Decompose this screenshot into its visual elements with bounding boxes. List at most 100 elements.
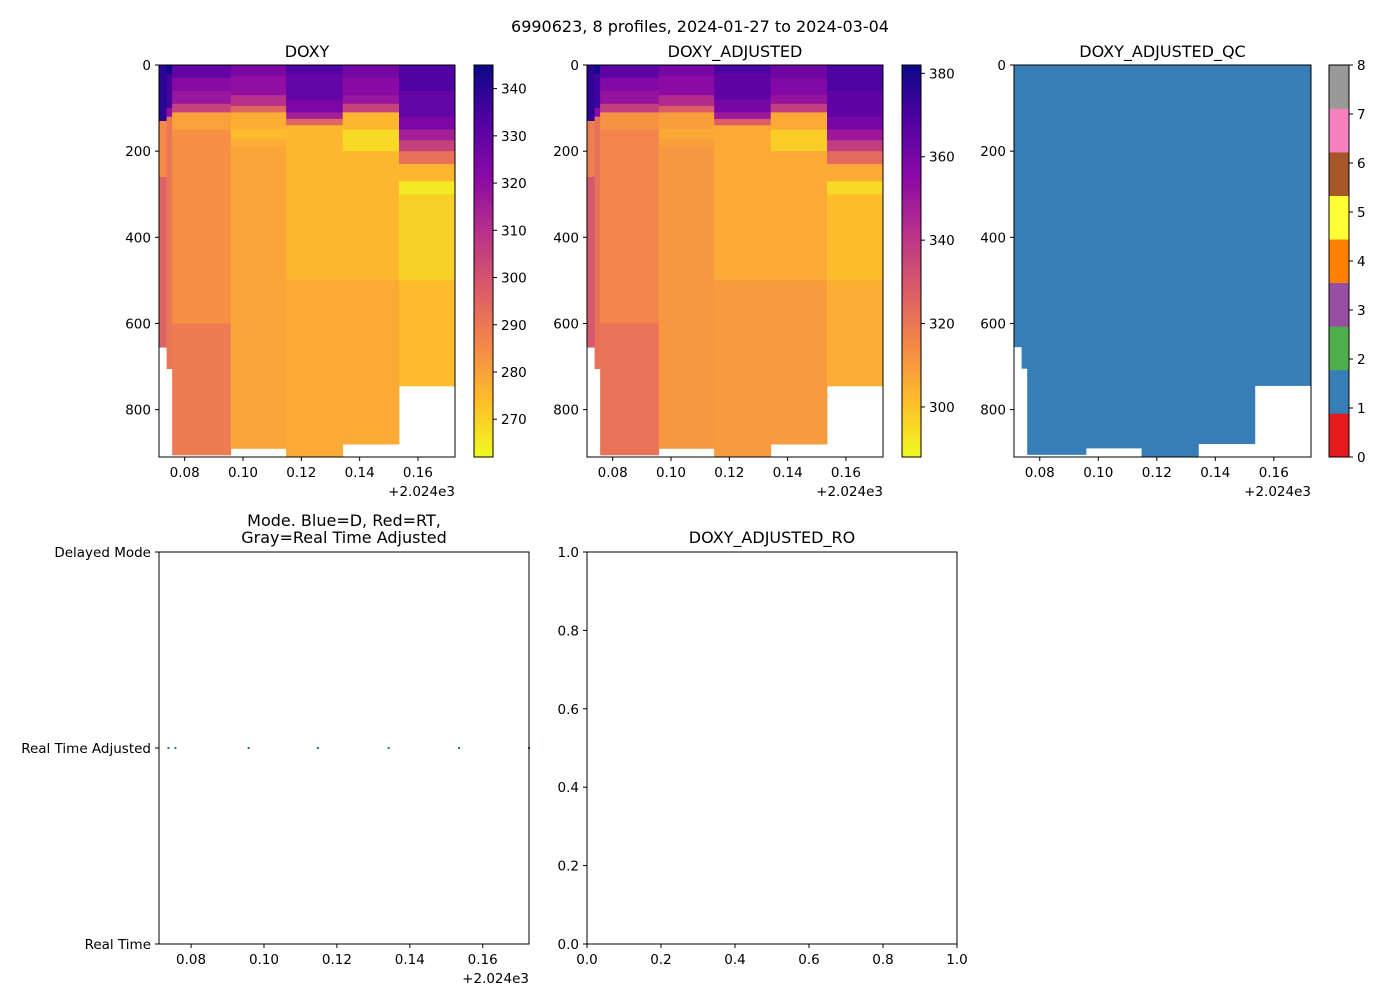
heatmap-cell-p1-s0 xyxy=(594,65,601,75)
colorbar-step xyxy=(902,114,921,118)
colorbar-step xyxy=(474,365,493,370)
figure-suptitle: 6990623, 8 profiles, 2024-01-27 to 2024-… xyxy=(511,17,889,36)
y-tick-label: 400 xyxy=(553,230,579,246)
colorbar-step xyxy=(474,228,493,233)
colorbar-swatch-5 xyxy=(1329,195,1349,240)
colorbar-step xyxy=(474,231,493,236)
colorbar-step xyxy=(902,123,921,128)
y-tick-label: 0.2 xyxy=(558,859,579,875)
colorbar-step xyxy=(902,283,921,288)
panel-doxy: DOXY 0.08 0.10 0.12 0.14 0.16 +2.024e3 0 200 400 6… xyxy=(125,42,527,500)
colorbar-step xyxy=(902,339,921,344)
colorbar-step xyxy=(902,424,921,429)
heatmap-cell-p3-s1 xyxy=(658,75,715,96)
colorbar-step xyxy=(474,225,493,229)
x-tick-label: 0.6 xyxy=(798,952,819,968)
colorbar-swatch-4 xyxy=(1329,239,1349,284)
colorbar-step xyxy=(902,176,921,180)
colorbar-step xyxy=(474,421,493,425)
heatmap-cell-p2-s1 xyxy=(172,77,232,92)
colorbar-step xyxy=(902,378,921,383)
colorbar-step xyxy=(474,388,493,393)
colorbar-step xyxy=(474,195,493,200)
heatmap-cell-p6-s0 xyxy=(399,65,456,92)
colorbar-step xyxy=(902,381,921,386)
colorbar-step xyxy=(474,107,493,112)
colorbar-step xyxy=(902,133,921,138)
colorbar-step xyxy=(474,172,493,177)
heatmap-cell-p6-s3 xyxy=(827,129,884,141)
y-tick-label: 0.8 xyxy=(558,623,579,639)
x-tick-label: 0.12 xyxy=(286,465,316,481)
colorbar-step xyxy=(902,296,921,301)
colorbar-step xyxy=(474,163,493,167)
x-tick-label: 0.16 xyxy=(1259,465,1289,481)
colorbar-step xyxy=(474,234,493,239)
heatmap-cell-p4-s0 xyxy=(714,65,772,75)
colorbar-step xyxy=(902,140,921,144)
qc-cell-p6 xyxy=(1254,65,1312,386)
colorbar-step xyxy=(474,290,493,295)
colorbar-step xyxy=(474,185,493,190)
colorbar-step xyxy=(902,394,921,399)
colorbar-step xyxy=(902,388,921,393)
colorbar-tick-label: 310 xyxy=(501,223,527,239)
colorbar-step xyxy=(474,254,493,259)
colorbar-step xyxy=(474,169,493,174)
colorbar-step xyxy=(474,264,493,269)
colorbar-step xyxy=(474,65,493,69)
colorbar-step xyxy=(902,163,921,167)
qc-cell-p0 xyxy=(1014,65,1023,348)
heatmap-cell-p6-s0 xyxy=(827,65,884,92)
colorbar-step xyxy=(474,202,493,206)
x-offset-label: +2.024e3 xyxy=(1244,484,1311,500)
colorbar-step xyxy=(902,153,921,157)
colorbar-step xyxy=(902,336,921,340)
heatmap-cell-p0-s0 xyxy=(159,65,167,122)
heatmap-cell-p2-s1 xyxy=(600,77,660,92)
colorbar-swatch-1 xyxy=(1329,369,1349,414)
heatmap-cell-p6-s9 xyxy=(827,280,884,387)
panel-doxy-adjusted-qc: DOXY_ADJUSTED_QC 0.08 0.10 0.12 0.14 0.16 +2.0… xyxy=(980,42,1365,500)
heatmap-cell-p5-s5 xyxy=(342,129,400,152)
mode-point xyxy=(387,747,390,749)
y-tick-label: Real Time xyxy=(85,937,151,953)
colorbar-step xyxy=(474,349,493,353)
heatmap-cell-p6-s7 xyxy=(827,181,884,195)
heatmap-cell-p4-s1 xyxy=(714,73,772,100)
heatmap-cell-p1-s1 xyxy=(166,73,173,109)
colorbar-step xyxy=(902,385,921,389)
colorbar-step xyxy=(474,323,493,327)
y-tick-label: 0 xyxy=(997,58,1006,74)
colorbar-swatch-8 xyxy=(1329,65,1349,109)
heatmap-cell-p2-s5 xyxy=(600,129,660,324)
colorbar-step xyxy=(902,87,921,92)
colorbar-step xyxy=(902,218,921,223)
mode-point xyxy=(247,747,250,749)
heatmap-cell-p3-s3 xyxy=(658,105,715,113)
colorbar-step xyxy=(474,287,493,291)
heatmap-cell-p4-s2 xyxy=(714,99,772,113)
x-tick-label: 0.10 xyxy=(228,465,258,481)
colorbar-step xyxy=(902,169,921,174)
heatmap-cell-p1-s3 xyxy=(594,116,601,370)
mode-point xyxy=(458,747,461,749)
colorbar-step xyxy=(902,274,921,278)
colorbar-step xyxy=(902,84,921,89)
colorbar-step xyxy=(902,257,921,262)
x-tick-label: 0.08 xyxy=(598,465,628,481)
x-tick-label: 0.08 xyxy=(170,465,200,481)
colorbar-step xyxy=(474,189,493,193)
colorbar-step xyxy=(902,182,921,187)
colorbar-step xyxy=(474,372,493,376)
colorbar-step xyxy=(474,146,493,151)
colorbar-step xyxy=(902,74,921,79)
colorbar-step xyxy=(474,310,493,314)
heatmap-cell-p6-s1 xyxy=(827,90,884,118)
y-tick-label: 0 xyxy=(142,58,151,74)
colorbar-step xyxy=(474,212,493,216)
x-tick-label: 0.12 xyxy=(714,465,744,481)
colorbar-step xyxy=(474,100,493,105)
